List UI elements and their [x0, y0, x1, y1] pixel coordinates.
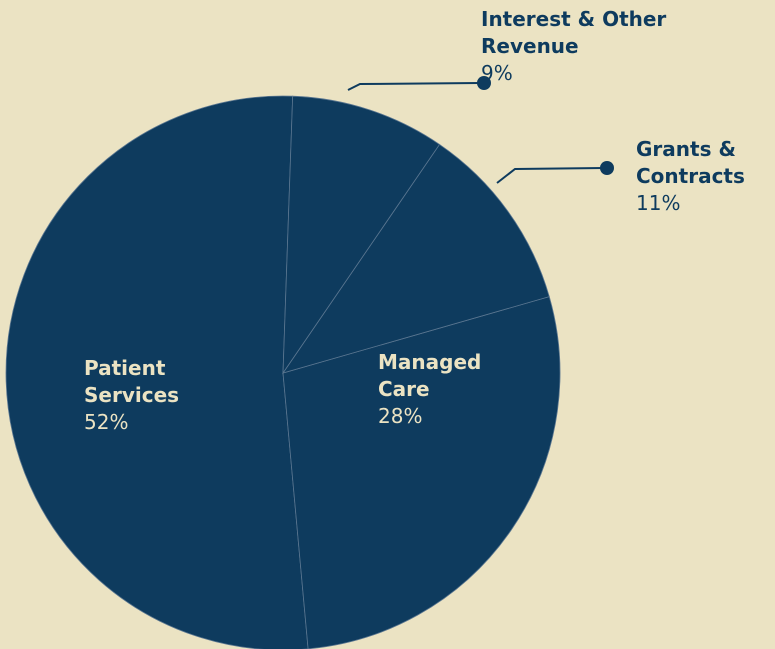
- value-label: 11%: [636, 191, 681, 215]
- pie-slice: [282, 143, 550, 374]
- pie-slice: [5, 95, 309, 649]
- category-label: Managed Care: [378, 350, 482, 401]
- leader-dot: [477, 76, 491, 90]
- category-label: Interest & Other Revenue: [481, 7, 667, 58]
- value-label: 52%: [84, 410, 129, 434]
- leader-dot: [600, 161, 614, 175]
- category-label: Patient Services: [84, 356, 180, 407]
- slice-label: Interest & Other Revenue 9%: [481, 6, 741, 87]
- slice-label: Grants & Contracts 11%: [636, 136, 775, 217]
- value-label: 28%: [378, 404, 423, 428]
- pie-slice: [282, 296, 561, 649]
- slice-label: Managed Care 28%: [378, 349, 518, 430]
- pie-slice: [282, 95, 441, 375]
- leader-line: [347, 82, 481, 91]
- leader-lines: [347, 82, 605, 184]
- category-label: Grants & Contracts: [636, 137, 745, 188]
- value-label: 9%: [481, 61, 513, 85]
- leader-line: [496, 167, 605, 184]
- slice-label: Patient Services 52%: [84, 355, 204, 436]
